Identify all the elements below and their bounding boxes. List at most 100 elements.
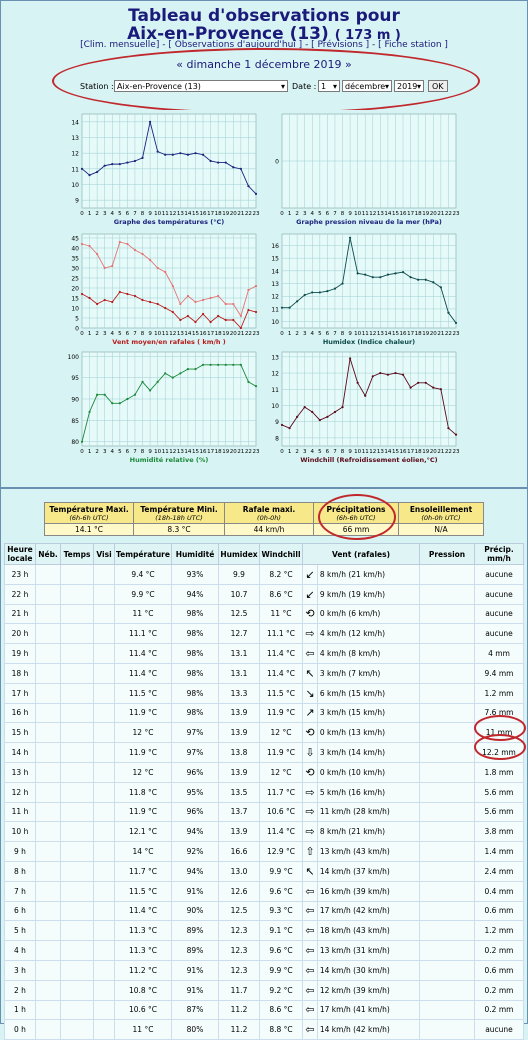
cell-wind: 3 km/h (15 km/h) — [316, 702, 421, 724]
cell-windchill: 9.3 °C — [259, 900, 303, 922]
y-tick-label: 16 — [271, 243, 279, 250]
data-point — [133, 159, 137, 163]
date-label: Date : — [292, 82, 317, 91]
data-point — [447, 311, 450, 314]
year-select[interactable]: 2019 — [394, 80, 424, 93]
x-tick-label: 19 — [422, 331, 429, 337]
summary-header-sunshine: Ensoleillement (0h-0h UTC) — [398, 502, 484, 524]
cell-hour: 6 h — [4, 900, 36, 922]
data-point — [141, 252, 144, 256]
x-tick-label: 14 — [184, 449, 191, 455]
month-select[interactable]: décembre — [342, 80, 392, 93]
nav-link-forecast[interactable]: - [ Prévisions ] — [305, 40, 370, 50]
x-tick-label: 6 — [126, 449, 130, 455]
x-tick-label: 10 — [354, 211, 361, 217]
cell-pressure — [419, 662, 475, 684]
data-point — [224, 161, 227, 164]
station-label: Station : — [80, 82, 114, 91]
cell-humidex: 13.9 — [218, 722, 260, 744]
data-point — [364, 273, 367, 276]
station-select[interactable]: Aix-en-Provence (13) — [114, 80, 288, 93]
wind-direction-icon: ↗ — [302, 702, 318, 724]
table-row: 13 h 12 °C 96% 13.9 12 °C ⟲ 0 km/h (10 km/h) 1.… — [4, 761, 524, 783]
cell-humidex: 11.2 — [218, 1019, 260, 1040]
cell-wind: 4 km/h (8 km/h) — [316, 643, 421, 664]
data-point — [186, 294, 190, 298]
x-tick-label: 22 — [245, 211, 252, 217]
cell-precip: 0.2 mm — [474, 979, 524, 1001]
summary-header-precip: Précipitations (6h-6h UTC) — [313, 502, 399, 524]
cell-humidity: 98% — [171, 682, 219, 704]
data-point — [417, 278, 420, 281]
summary-value-sunshine: N/A — [398, 523, 484, 536]
data-point — [118, 402, 121, 405]
cell-visi — [93, 662, 115, 684]
chart-caption: Windchill (Refroidissement éolien,°C) — [300, 456, 437, 464]
data-point — [103, 266, 106, 270]
date-bar: « dimanche 1 décembre 2019 » — [0, 58, 528, 71]
cell-pressure — [419, 643, 475, 664]
x-tick-label: 13 — [177, 211, 184, 217]
cell-temps — [60, 682, 94, 704]
y-tick-label: 10 — [271, 403, 279, 410]
table-row: 19 h 11.4 °C 98% 13.1 11.4 °C ⇦ 4 km/h (8 km/h… — [4, 643, 524, 664]
cell-wind: 13 km/h (31 km/h) — [316, 940, 421, 961]
cell-visi — [93, 722, 115, 744]
cell-pressure — [419, 1019, 475, 1040]
cell-wind: 0 km/h (13 km/h) — [316, 722, 421, 744]
current-date: dimanche 1 décembre 2019 — [186, 58, 342, 71]
cell-humidex: 12.5 — [218, 603, 260, 625]
cell-windchill: 11 °C — [259, 603, 303, 625]
ok-button[interactable]: OK — [428, 80, 448, 92]
cell-humidity: 91% — [171, 979, 219, 1001]
data-point — [201, 298, 205, 302]
cell-neb — [35, 959, 61, 981]
data-point — [133, 248, 137, 252]
table-row: 11 h 11.9 °C 96% 13.7 10.6 °C ⇨ 11 km/h (28 km… — [4, 801, 524, 823]
wind-direction-icon: ⇨ — [302, 623, 318, 645]
data-point — [133, 393, 137, 396]
day-select[interactable]: 1 — [318, 80, 340, 93]
cell-humidex: 10.7 — [218, 583, 260, 605]
cell-precip: 3.8 mm — [474, 821, 524, 843]
nav-link-clim[interactable]: [Clim. mensuelle] — [80, 40, 160, 50]
data-point — [318, 291, 321, 294]
data-point — [156, 150, 159, 153]
data-point — [133, 294, 137, 298]
y-tick-label: 12 — [71, 151, 79, 158]
prev-day-link[interactable]: « — [176, 58, 183, 71]
chart-caption: Humidité relative (%) — [130, 456, 209, 464]
x-tick-label: 12 — [369, 331, 376, 337]
data-point — [254, 310, 258, 314]
x-tick-label: 4 — [111, 211, 115, 217]
cell-hour: 13 h — [4, 761, 36, 783]
next-day-link[interactable]: » — [345, 58, 352, 71]
nav-link-today[interactable]: - [ Observations d'aujourd'hui ] — [162, 40, 303, 50]
cell-temperature: 10.6 °C — [114, 999, 172, 1021]
data-point — [156, 380, 159, 384]
data-point — [118, 290, 121, 294]
cell-humidex: 12.3 — [218, 940, 260, 961]
data-point — [88, 244, 91, 248]
x-tick-label: 5 — [118, 211, 122, 217]
cell-precip: 0.2 mm — [474, 999, 524, 1021]
x-tick-label: 15 — [192, 211, 199, 217]
data-point — [394, 371, 397, 375]
table-row: 5 h 11.3 °C 89% 12.3 9.1 °C ⇦ 18 km/h (43 km/h… — [4, 920, 524, 942]
cell-humidex: 13.5 — [218, 781, 260, 803]
x-tick-label: 8 — [141, 331, 145, 337]
data-point — [126, 161, 129, 164]
cell-humidex: 11.7 — [218, 979, 260, 1001]
series-line — [81, 121, 257, 195]
y-tick-label: 15 — [71, 296, 79, 303]
summary-value-gust: 44 km/h — [224, 523, 314, 536]
x-tick-label: 4 — [111, 331, 115, 337]
nav-link-station[interactable]: - [ Fiche station ] — [372, 40, 448, 50]
cell-visi — [93, 761, 115, 783]
cell-neb — [35, 999, 61, 1021]
data-point — [164, 372, 167, 375]
y-tick-label: 20 — [71, 286, 79, 293]
data-point — [209, 363, 212, 366]
cell-temps — [60, 880, 94, 902]
table-row: 14 h 11.9 °C 97% 13.8 11.9 °C ⇩ 3 km/h (14 km/… — [4, 742, 524, 763]
